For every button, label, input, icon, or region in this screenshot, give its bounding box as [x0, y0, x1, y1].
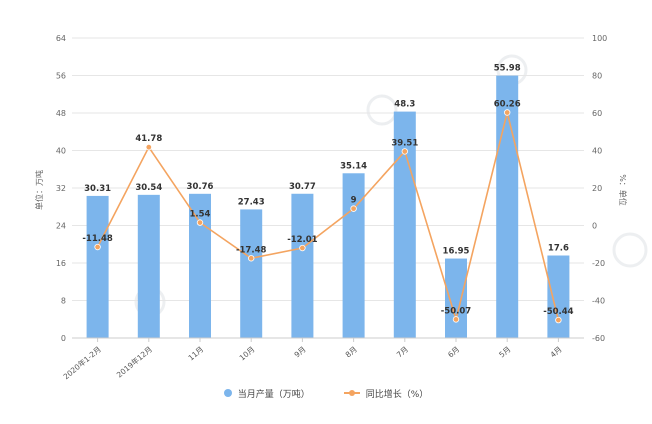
legend-bar-label: 当月产量（万吨）	[237, 389, 310, 400]
line-value-label: -50.07	[441, 306, 471, 316]
line-point	[350, 205, 357, 212]
x-tick-label: 8月	[344, 345, 359, 360]
right-tick-label: -40	[592, 297, 605, 306]
left-axis-title: 单位：万吨	[34, 170, 44, 210]
line-point	[94, 243, 101, 251]
bar-value-label: 30.77	[289, 182, 316, 192]
right-tick-label: -20	[592, 259, 605, 268]
bar	[240, 209, 263, 338]
line-point	[452, 316, 460, 323]
right-tick-label: 40	[592, 147, 602, 156]
right-tick-label: -60	[592, 334, 605, 343]
right-tick-label: 0	[592, 222, 597, 231]
bar-value-label: 27.43	[238, 197, 265, 207]
left-tick-label: 56	[56, 72, 66, 81]
line-point	[299, 244, 306, 252]
x-tick-label: 9月	[292, 345, 307, 360]
line-series	[94, 109, 562, 324]
line-point	[401, 148, 408, 155]
right-tick-label: 20	[592, 184, 602, 193]
line-point	[504, 109, 511, 116]
x-tick-label: 10月	[238, 345, 257, 363]
line-path	[96, 112, 560, 323]
bar-value-label: 48.3	[394, 100, 415, 110]
left-tick-label: 8	[61, 297, 66, 306]
bar	[547, 255, 570, 338]
line-value-label: -17.48	[236, 245, 266, 255]
right-tick-label: 100	[592, 34, 607, 43]
left-tick-label: 32	[56, 184, 66, 193]
left-tick-label: 24	[56, 222, 66, 231]
bar	[342, 173, 365, 338]
x-tick-label: 6月	[446, 345, 461, 360]
line-point	[247, 255, 255, 262]
left-tick-label: 16	[56, 259, 66, 268]
bar	[86, 195, 109, 338]
line-value-label: -11.48	[82, 234, 112, 244]
x-tick-label: 4月	[548, 345, 563, 360]
bar-series	[86, 75, 570, 338]
legend: 当月产量（万吨） 同比增长（%）	[0, 384, 652, 402]
right-axis-title: %：单位	[618, 174, 628, 206]
line-value-label: 1.54	[190, 210, 211, 220]
line-data-labels: -11.48 41.78 1.54 -17.48 -12.01 9 39.51 -50.07 6…	[82, 100, 573, 318]
x-tick-label: 2020年1-2月	[61, 344, 103, 381]
bar	[137, 194, 160, 338]
left-tick-label: 40	[56, 147, 66, 156]
bar-value-label: 17.6	[548, 244, 569, 254]
bar-value-label: 30.54	[135, 183, 162, 193]
left-tick-label: 64	[56, 34, 66, 43]
left-tick-label: 48	[56, 109, 66, 118]
legend-line-swatch	[343, 389, 360, 397]
x-tick-label: 5月	[497, 345, 512, 360]
right-tick-label: 60	[592, 109, 602, 118]
line-value-label: -12.01	[287, 235, 317, 245]
bar	[445, 258, 467, 338]
bar-value-label: 16.95	[443, 247, 470, 257]
legend-line-label: 同比增长（%）	[365, 389, 429, 400]
x-tick-label: 11月	[186, 345, 205, 363]
legend-bar-swatch	[223, 389, 232, 397]
bar	[496, 75, 519, 338]
right-y-axis: -60 -40 -20 0 20 40 60 80 100	[592, 34, 607, 343]
bar	[189, 193, 211, 338]
line-point	[555, 316, 562, 324]
left-y-axis: 0 8 16 24 32 40 48 56 64	[56, 34, 66, 343]
line-value-label: 9	[351, 196, 357, 206]
bar-value-label: 30.31	[84, 184, 111, 194]
bar-value-label: 35.14	[340, 161, 367, 171]
right-tick-label: 80	[592, 72, 602, 81]
line-value-label: 39.51	[391, 138, 418, 148]
line-value-label: 60.26	[494, 100, 521, 110]
legend-item-line[interactable]: 同比增长（%）	[343, 387, 429, 400]
x-axis: 2020年1-2月 2019年12月 11月 10月 9月 8月 7月 6月 5月 4月	[61, 337, 584, 381]
line-value-label: -50.44	[543, 307, 573, 317]
line-point	[196, 219, 204, 226]
line-point	[145, 143, 152, 151]
bar-value-label: 30.76	[187, 182, 214, 192]
legend-item-bar[interactable]: 当月产量（万吨）	[223, 387, 310, 400]
bar-data-labels: 30.31 30.54 30.76 27.43 30.77 35.14 48.3 16.95 5…	[84, 64, 569, 257]
left-tick-label: 0	[61, 334, 66, 343]
bar	[291, 193, 314, 338]
line-value-label: 41.78	[135, 134, 162, 144]
bar-value-label: 55.98	[494, 64, 521, 74]
x-tick-label: 2019年12月	[114, 344, 154, 380]
x-tick-label: 7月	[395, 345, 410, 360]
